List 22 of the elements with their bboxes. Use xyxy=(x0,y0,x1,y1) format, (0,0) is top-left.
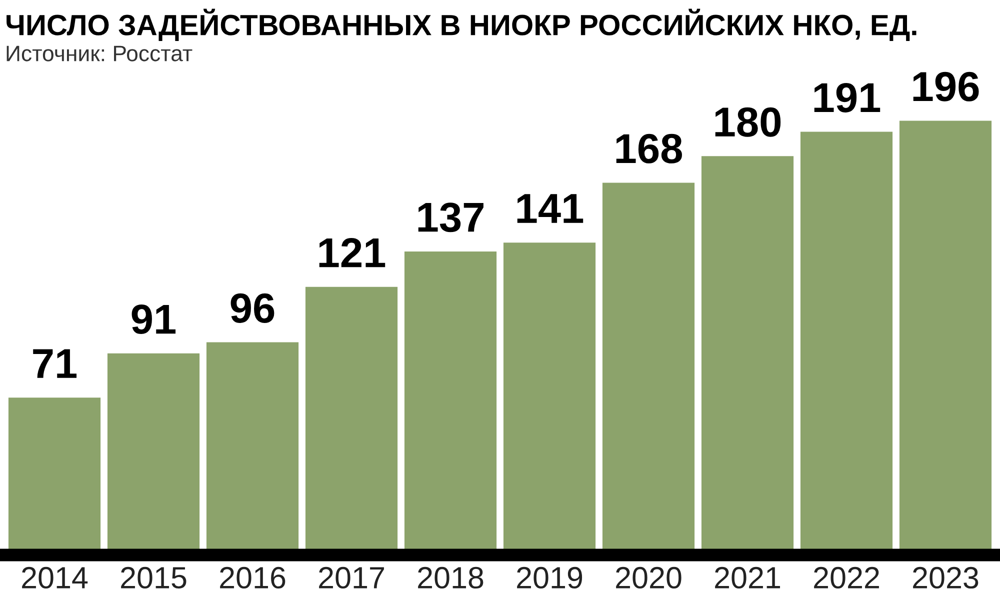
data-label: 168 xyxy=(616,134,682,164)
x-tick-label: 2020 xyxy=(616,566,682,589)
x-tick-label: 2017 xyxy=(319,566,384,589)
data-label: 191 xyxy=(814,82,880,112)
x-tick-label: 2015 xyxy=(121,566,186,589)
x-tick-label: 2019 xyxy=(517,566,582,589)
data-label: 196 xyxy=(913,72,979,102)
data-label: 121 xyxy=(319,238,386,268)
x-tick-label: 2022 xyxy=(814,566,879,589)
data-label: 141 xyxy=(517,194,584,223)
x-tick-label: 2016 xyxy=(220,566,286,589)
data-label: 96 xyxy=(230,293,274,323)
data-label: 180 xyxy=(715,107,781,137)
x-tick-label: 2021 xyxy=(715,566,780,589)
x-tick-label: 2023 xyxy=(913,566,978,589)
x-tick-label: 2018 xyxy=(418,566,484,589)
data-label: 91 xyxy=(132,304,176,334)
data-label: 137 xyxy=(418,202,484,232)
chart-subtitle: Источник: Росстат xyxy=(6,46,192,62)
chart-title: ЧИСЛО ЗАДЕЙСТВОВАННЫХ В НИОКР РОССИЙСКИХ НКО, ЕД. xyxy=(6,8,916,41)
data-label: 71 xyxy=(33,349,77,378)
x-tick-label: 2014 xyxy=(22,566,88,589)
